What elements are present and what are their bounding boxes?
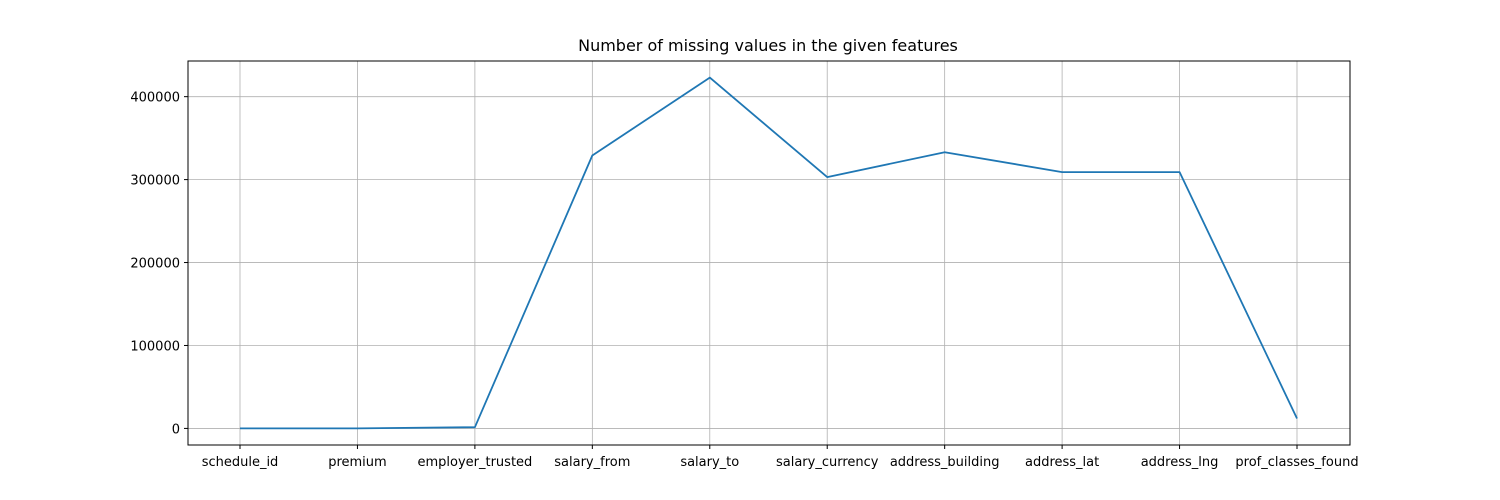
x-tick-label: premium — [328, 455, 387, 470]
x-tick-label: address_lat — [1025, 455, 1099, 470]
axes-frame — [187, 60, 1351, 446]
y-tick-label: 200000 — [130, 257, 180, 272]
x-tick-label: salary_currency — [776, 455, 879, 470]
x-axis: schedule_id premium employer_trusted salary… — [202, 445, 1359, 470]
chart-title: Number of missing values in the given fe… — [578, 36, 958, 55]
series-layer — [239, 76, 1298, 430]
x-tick-label: salary_to — [680, 455, 739, 470]
x-tick-label: employer_trusted — [417, 455, 532, 470]
x-tick-label: schedule_id — [202, 455, 279, 470]
y-tick-label: 400000 — [130, 91, 180, 106]
y-tick-label: 300000 — [130, 174, 180, 189]
y-axis: 0 100000 200000 300000 400000 — [130, 91, 188, 437]
series-line — [240, 76, 1298, 430]
x-tick-label: address_lng — [1141, 455, 1219, 470]
y-tick-label: 0 — [172, 422, 180, 437]
y-tick-label: 100000 — [130, 339, 180, 354]
x-tick-label: salary_from — [554, 455, 630, 470]
x-tick-label: prof_classes_found — [1235, 455, 1358, 470]
x-tick-label: address_building — [890, 455, 1000, 470]
